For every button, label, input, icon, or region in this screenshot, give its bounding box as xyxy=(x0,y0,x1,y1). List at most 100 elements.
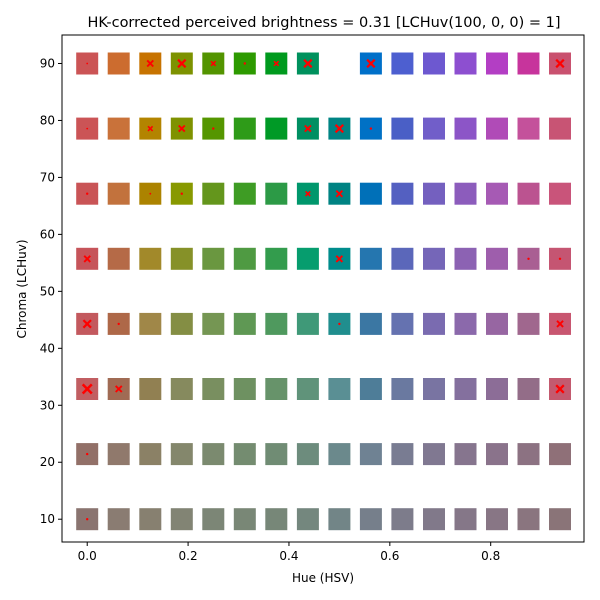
y-axis: 10 20 30 40 50 60 70 80 90 xyxy=(40,56,62,526)
x-tick-label: 0.8 xyxy=(481,549,500,563)
color-square xyxy=(328,378,351,400)
red-marker xyxy=(82,319,92,329)
color-square xyxy=(296,508,319,531)
color-square xyxy=(549,182,571,205)
y-tick-label: 60 xyxy=(40,227,55,241)
color-square xyxy=(170,443,193,466)
color-square xyxy=(423,52,445,75)
color-square xyxy=(202,312,225,335)
color-square xyxy=(233,182,256,205)
color-square xyxy=(170,312,193,335)
red-marker xyxy=(304,124,312,133)
color-square xyxy=(454,117,477,140)
y-tick-label: 80 xyxy=(40,113,55,127)
color-square xyxy=(517,52,540,75)
color-square xyxy=(265,312,288,335)
color-square xyxy=(486,247,508,270)
red-marker xyxy=(147,125,154,132)
red-marker xyxy=(558,257,562,260)
color-square xyxy=(107,508,130,531)
y-tick-label: 50 xyxy=(40,284,55,298)
color-squares xyxy=(76,52,571,531)
color-square xyxy=(517,117,540,140)
color-square xyxy=(202,247,225,270)
color-square xyxy=(486,52,508,75)
y-tick-label: 20 xyxy=(40,455,55,469)
color-square xyxy=(359,312,382,335)
y-axis-label: Chroma (LCHuv) xyxy=(15,239,29,338)
color-square xyxy=(233,508,256,531)
y-tick-label: 70 xyxy=(40,170,55,184)
red-marker xyxy=(86,518,89,521)
red-marker xyxy=(273,60,280,67)
red-marker xyxy=(81,383,93,395)
color-square xyxy=(359,247,382,270)
color-square xyxy=(454,378,477,400)
red-marker xyxy=(86,62,89,65)
red-marker xyxy=(556,320,564,328)
color-square xyxy=(296,247,319,270)
red-marker xyxy=(334,124,344,134)
color-square xyxy=(202,443,225,466)
y-tick-label: 40 xyxy=(40,341,55,355)
color-square xyxy=(233,247,256,270)
color-square xyxy=(107,52,130,75)
red-marker xyxy=(115,385,123,393)
color-square xyxy=(486,378,508,400)
red-marker xyxy=(86,452,89,456)
color-square xyxy=(233,117,256,140)
color-square xyxy=(391,247,414,270)
y-tick-label: 90 xyxy=(40,56,55,70)
color-square xyxy=(486,508,508,531)
chart-title: HK-corrected perceived brightness = 0.31… xyxy=(87,15,560,31)
color-square xyxy=(170,247,193,270)
color-square xyxy=(517,378,540,400)
y-tick-label: 30 xyxy=(40,398,55,412)
color-square xyxy=(391,117,414,140)
color-square xyxy=(391,182,414,205)
color-square xyxy=(328,508,351,531)
color-square xyxy=(202,182,225,205)
color-square xyxy=(454,182,477,205)
color-square xyxy=(549,508,571,531)
red-marker xyxy=(177,58,187,69)
color-square xyxy=(423,247,445,270)
color-square xyxy=(486,117,508,140)
color-square xyxy=(486,312,508,335)
color-square xyxy=(454,508,477,531)
color-square xyxy=(233,378,256,400)
color-square xyxy=(359,378,382,400)
color-square xyxy=(391,52,414,75)
red-marker xyxy=(555,384,565,394)
color-square xyxy=(391,508,414,531)
color-square xyxy=(202,508,225,531)
color-square xyxy=(233,443,256,466)
color-square xyxy=(423,182,445,205)
color-square xyxy=(423,508,445,531)
red-marker xyxy=(210,60,217,67)
color-square xyxy=(423,117,445,140)
color-square xyxy=(359,182,382,205)
color-square xyxy=(265,117,288,140)
color-square xyxy=(517,182,540,205)
red-marker xyxy=(303,58,313,69)
color-square xyxy=(265,247,288,270)
color-square xyxy=(296,443,319,466)
red-marker xyxy=(527,257,530,260)
red-marker xyxy=(117,322,120,326)
red-marker xyxy=(212,127,215,130)
color-square xyxy=(139,378,162,400)
red-marker xyxy=(86,127,89,130)
red-marker xyxy=(369,127,373,130)
color-square xyxy=(517,508,540,531)
red-marker xyxy=(83,255,91,263)
red-marker xyxy=(149,192,152,195)
x-tick-label: 0.6 xyxy=(380,549,399,563)
x-tick-label: 0.2 xyxy=(179,549,198,563)
color-square xyxy=(139,443,162,466)
red-marker xyxy=(86,192,89,195)
red-marker xyxy=(555,58,565,69)
color-square xyxy=(107,443,130,466)
red-marker xyxy=(180,192,183,195)
